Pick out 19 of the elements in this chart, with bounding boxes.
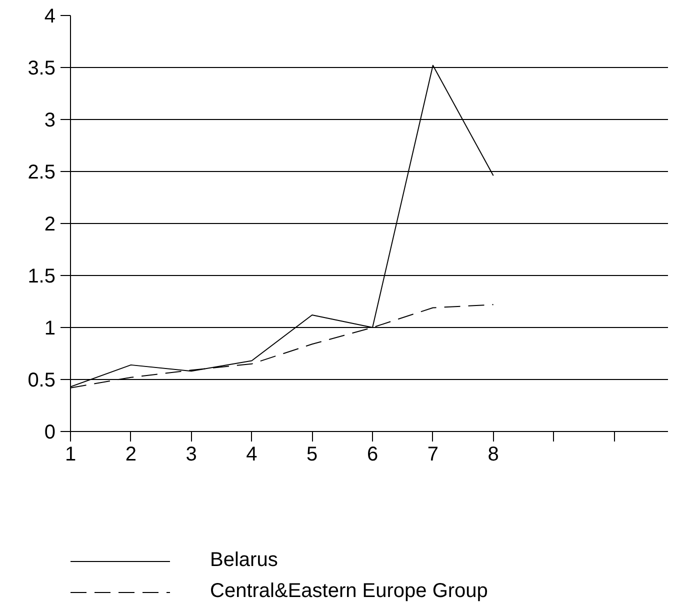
x-tick-label: 3 (186, 444, 197, 466)
x-tick-label: 5 (306, 444, 318, 466)
legend-label: Belarus (210, 549, 278, 572)
y-tick-label: 2 (44, 214, 56, 236)
x-tick-label: 7 (427, 444, 438, 466)
y-tick-label: 4 (44, 6, 56, 28)
x-tick-label: 1 (64, 444, 76, 466)
y-tick-label: 3.5 (28, 58, 56, 80)
y-tick-label: 0 (44, 422, 56, 444)
y-tick-label: 1.5 (28, 266, 56, 288)
x-tick-label: 2 (125, 444, 136, 466)
y-tick-label: 1 (44, 318, 56, 340)
x-tick-label: 8 (488, 444, 499, 466)
y-tick-label: 3 (44, 110, 56, 132)
x-tick-label: 4 (246, 444, 258, 466)
x-tick-label: 6 (366, 444, 378, 466)
y-tick-label: 2.5 (28, 162, 56, 184)
legend-label: Central&Eastern Europe Group (210, 580, 488, 603)
y-tick-label: 0.5 (28, 370, 56, 392)
